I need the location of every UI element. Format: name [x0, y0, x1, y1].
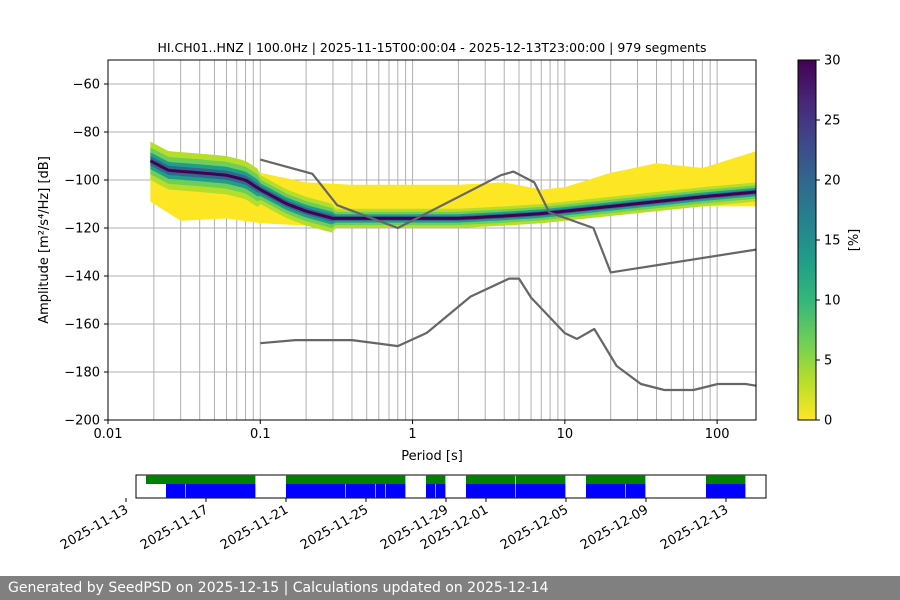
colorbar-tick-label: 0 — [824, 414, 832, 429]
colorbar: 0 5 10 15 20 25 30 [%] — [797, 54, 862, 429]
availability-segment-top — [146, 475, 256, 484]
footer-text: Generated by SeedPSD on 2025-12-15 | Cal… — [8, 580, 549, 596]
x-axis-ticks: 0.01 0.1 1 10 100 — [94, 420, 730, 442]
availability-segment-bottom — [286, 484, 346, 498]
availability-segment-bottom — [426, 484, 436, 498]
x-tick-label: 0.1 — [250, 427, 271, 442]
timeline-tick-label: 2025-11-13 — [58, 502, 131, 553]
availability-segment-bottom — [386, 484, 406, 498]
availability-segment-bottom — [516, 484, 566, 498]
x-tick-label: 1 — [408, 427, 416, 442]
availability-segment-top — [516, 475, 566, 484]
colorbar-tick-label: 5 — [824, 354, 832, 369]
availability-segment-bottom — [586, 484, 626, 498]
availability-segment-bottom — [166, 484, 186, 498]
availability-segment-bottom — [466, 484, 516, 498]
colorbar-tick-label: 10 — [824, 294, 841, 309]
availability-segment-top — [426, 475, 446, 484]
chart-title: HI.CH01..HNZ | 100.0Hz | 2025-11-15T00:0… — [157, 40, 706, 55]
timeline-segments — [146, 475, 746, 498]
availability-segment-top — [706, 475, 746, 484]
timeline-frame — [135, 474, 767, 499]
colorbar-tick-label: 15 — [824, 234, 841, 249]
psd-mode-line — [149, 159, 756, 220]
availability-segment-top — [466, 475, 516, 484]
noise-model-nhnm — [260, 158, 756, 274]
x-tick-label: 100 — [705, 427, 730, 442]
timeline-tick-label: 2025-11-21 — [218, 502, 291, 553]
y-tick-label: −140 — [64, 270, 100, 285]
noise-models — [260, 158, 756, 392]
psd-plot-area: 0.01 0.1 1 10 100 −60 −80 −100 −120 −140 −160 −180… — [64, 59, 757, 442]
plot-frame — [107, 59, 757, 421]
colorbar-tick-label: 30 — [824, 54, 841, 69]
x-tick-label: 10 — [557, 427, 574, 442]
y-tick-label: −120 — [64, 222, 100, 237]
availability-timeline: 2025-11-13 2025-11-17 2025-11-21 2025-11-25… — [58, 474, 767, 553]
availability-segment-top — [286, 475, 406, 484]
x-tick-label: 0.01 — [94, 427, 123, 442]
timeline-tick-label: 2025-12-09 — [578, 502, 651, 553]
y-tick-label: −80 — [73, 126, 100, 141]
y-tick-label: −160 — [64, 318, 100, 333]
availability-segment-bottom — [376, 484, 386, 498]
timeline-tick-label: 2025-12-05 — [498, 502, 571, 553]
colorbar-ticks: 0 5 10 15 20 25 30 — [816, 54, 841, 429]
timeline-tick-label: 2025-12-13 — [658, 502, 731, 553]
y-tick-label: −100 — [64, 174, 100, 189]
psd-mode-band — [149, 141, 756, 233]
colorbar-tick-label: 25 — [824, 114, 841, 129]
timeline-date-ticks: 2025-11-13 2025-11-17 2025-11-21 2025-11-25… — [58, 498, 731, 553]
colorbar-tick-label: 20 — [824, 174, 841, 189]
availability-segment-top — [586, 475, 646, 484]
y-tick-label: −60 — [73, 78, 100, 93]
x-axis-label: Period [s] — [401, 449, 463, 464]
noise-model-nlnm — [260, 277, 756, 392]
timeline-tick-label: 2025-11-17 — [138, 502, 211, 553]
y-tick-label: −200 — [64, 414, 100, 429]
y-axis-label: Amplitude [m²/s⁴/Hz] [dB] — [37, 156, 52, 324]
availability-segment-bottom — [436, 484, 446, 498]
timeline-tick-label: 2025-11-25 — [298, 502, 371, 553]
y-axis-ticks: −60 −80 −100 −120 −140 −160 −180 −200 — [64, 78, 108, 429]
colorbar-gradient — [797, 59, 817, 421]
y-tick-label: −180 — [64, 366, 100, 381]
availability-segment-bottom — [186, 484, 256, 498]
colorbar-label: [%] — [847, 229, 862, 252]
footer-bar: Generated by SeedPSD on 2025-12-15 | Cal… — [0, 576, 900, 600]
availability-segment-bottom — [706, 484, 746, 498]
psd-mode-band-3 — [150, 156, 756, 222]
grid-lines — [108, 60, 756, 420]
availability-segment-bottom — [346, 484, 376, 498]
availability-segment-bottom — [626, 484, 646, 498]
